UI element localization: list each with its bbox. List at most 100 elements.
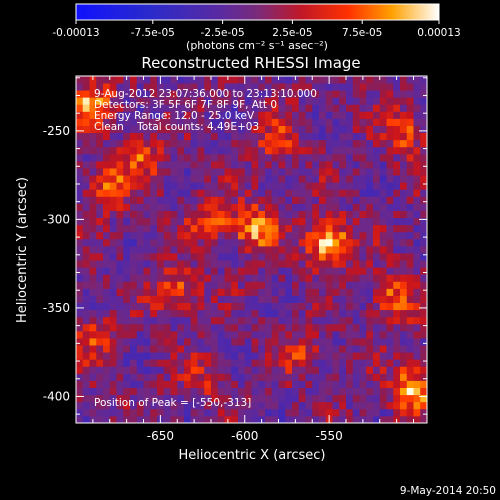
heatmap-cell xyxy=(82,231,90,240)
heatmap-cell xyxy=(170,153,178,162)
heatmap-cell xyxy=(136,83,144,91)
heatmap-cell xyxy=(204,338,212,346)
heatmap-cell xyxy=(89,203,97,211)
heatmap-cell xyxy=(217,83,225,91)
heatmap-cell xyxy=(251,366,259,374)
y-tick-label: -400 xyxy=(43,389,70,403)
heatmap-cell xyxy=(204,182,212,190)
heatmap-cell xyxy=(96,281,104,289)
heatmap-cell xyxy=(406,168,414,176)
heatmap-cell xyxy=(82,90,90,98)
heatmap-cell xyxy=(143,182,151,190)
heatmap-cell xyxy=(96,189,104,197)
heatmap-cell xyxy=(238,203,246,211)
heatmap-cell xyxy=(204,366,212,374)
heatmap-cell xyxy=(400,125,408,134)
heatmap-cell xyxy=(82,210,90,219)
heatmap-cell xyxy=(251,175,259,183)
heatmap-cell xyxy=(89,97,97,105)
heatmap-cell xyxy=(89,366,97,374)
heatmap-cell xyxy=(265,146,273,155)
heatmap-cell xyxy=(150,338,158,346)
heatmap-cell xyxy=(292,146,300,155)
heatmap-cell xyxy=(96,387,104,396)
heatmap-cell xyxy=(352,118,360,126)
heatmap-cell xyxy=(420,125,427,134)
heatmap-cell xyxy=(406,238,414,247)
heatmap-cell xyxy=(170,373,178,381)
heatmap-cell xyxy=(217,267,225,275)
heatmap-cell xyxy=(420,160,427,169)
heatmap-cell xyxy=(379,189,387,197)
heatmap-cell xyxy=(197,132,205,141)
heatmap-cell xyxy=(96,76,104,84)
heatmap-cell xyxy=(420,288,427,296)
heatmap-cell xyxy=(103,359,111,367)
heatmap-cell xyxy=(366,260,374,268)
heatmap-cell xyxy=(352,210,360,219)
heatmap-cell xyxy=(231,111,239,119)
heatmap-cell xyxy=(285,380,293,388)
heatmap-cell xyxy=(204,267,212,275)
heatmap-cell xyxy=(116,253,124,261)
heatmap-cell xyxy=(298,323,306,332)
heatmap-cell xyxy=(332,210,340,219)
heatmap-cell xyxy=(190,401,198,410)
heatmap-cell xyxy=(339,189,347,197)
heatmap-cell xyxy=(352,274,360,282)
heatmap-cell xyxy=(413,415,421,423)
heatmap-cell xyxy=(96,394,104,403)
heatmap-cell xyxy=(231,160,239,169)
heatmap-cell xyxy=(130,189,138,197)
heatmap-cell xyxy=(278,97,286,105)
heatmap-cell xyxy=(258,330,266,339)
heatmap-cell xyxy=(109,330,117,339)
heatmap-cell xyxy=(238,146,246,155)
heatmap-cell xyxy=(96,288,104,296)
heatmap-cell xyxy=(292,83,300,91)
heatmap-cell xyxy=(190,373,198,381)
heatmap-cell xyxy=(136,394,144,403)
heatmap-cell xyxy=(346,139,354,148)
heatmap-cell xyxy=(312,125,320,134)
heatmap-cell xyxy=(393,203,401,211)
heatmap-cell xyxy=(204,238,212,247)
heatmap-cell xyxy=(136,203,144,211)
heatmap-cell xyxy=(150,160,158,169)
heatmap-cell xyxy=(150,76,158,84)
heatmap-cell xyxy=(244,323,252,332)
heatmap-cell xyxy=(393,182,401,190)
heatmap-cell xyxy=(116,352,124,360)
heatmap-cell xyxy=(197,210,205,219)
heatmap-cell xyxy=(238,387,246,396)
heatmap-cell xyxy=(332,146,340,155)
heatmap-cell xyxy=(292,352,300,360)
heatmap-cell xyxy=(393,366,401,374)
heatmap-cell xyxy=(312,359,320,367)
heatmap-cell xyxy=(184,210,192,219)
heatmap-cell xyxy=(359,97,367,105)
heatmap-cell xyxy=(82,281,90,289)
heatmap-cell xyxy=(204,224,212,233)
heatmap-cell xyxy=(258,302,266,311)
heatmap-cell xyxy=(292,139,300,148)
heatmap-cell xyxy=(143,253,151,261)
heatmap-cell xyxy=(265,267,273,275)
heatmap-cell xyxy=(109,132,117,141)
heatmap-cell xyxy=(157,302,165,311)
heatmap-cell xyxy=(177,245,185,254)
heatmap-cell xyxy=(157,401,165,410)
heatmap-cell xyxy=(184,288,192,296)
heatmap-cell xyxy=(136,309,144,318)
heatmap-cell xyxy=(130,401,138,410)
heatmap-cell xyxy=(332,182,340,190)
heatmap-cell xyxy=(406,302,414,311)
heatmap-cell xyxy=(332,245,340,254)
heatmap-cell xyxy=(89,210,97,219)
heatmap-cell xyxy=(386,76,394,84)
heatmap-cell xyxy=(76,401,84,410)
heatmap-cell xyxy=(420,415,427,423)
heatmap-cell xyxy=(109,189,117,197)
heatmap-cell xyxy=(184,387,192,396)
heatmap-cell xyxy=(413,288,421,296)
